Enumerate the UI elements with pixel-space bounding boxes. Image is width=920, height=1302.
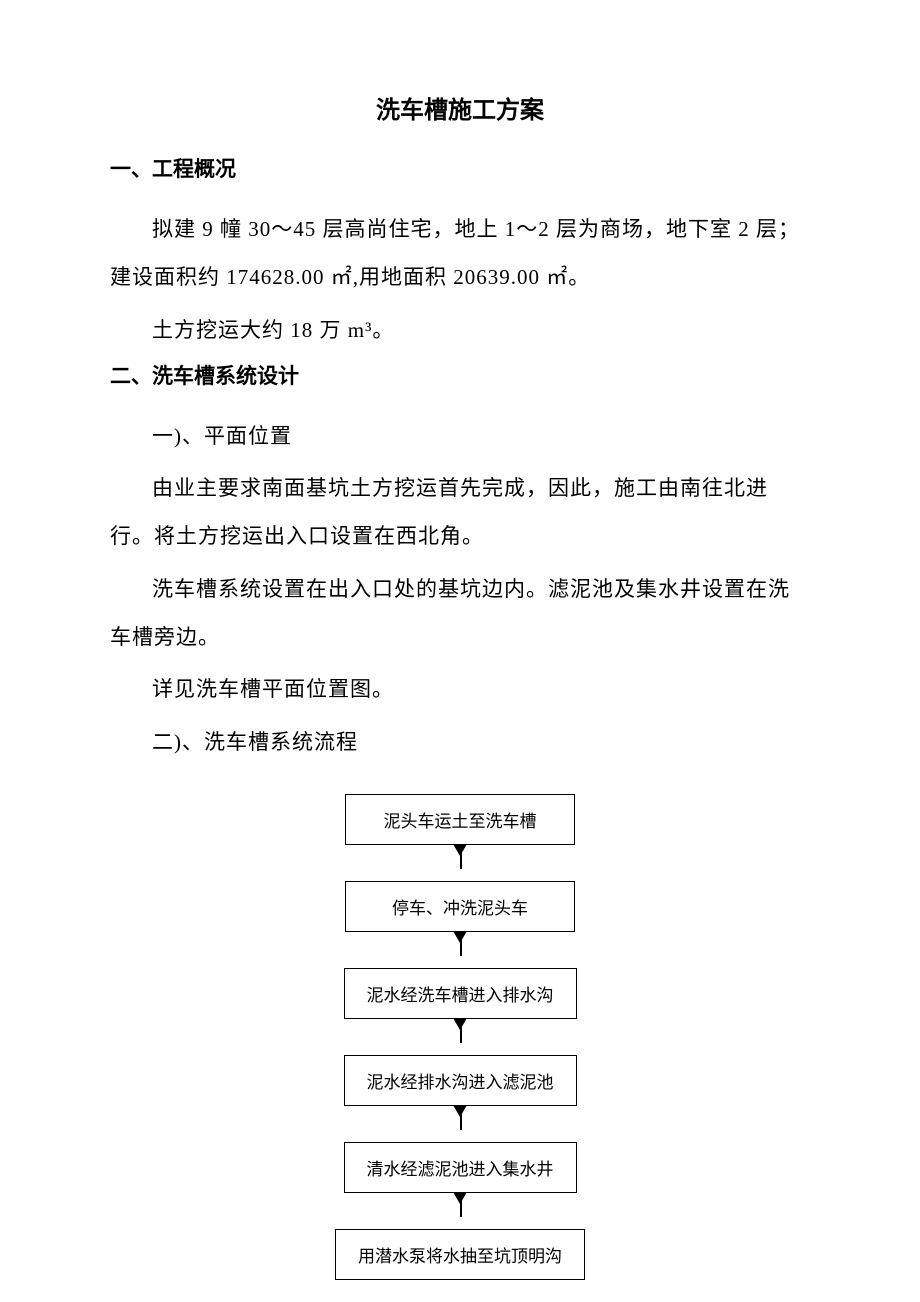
flow-node-4: 清水经滤泥池进入集水井 [344,1142,577,1193]
section-1-para-1: 拟建 9 幢 30～45 层高尚住宅，地上 1～2 层为商场，地下室 2 层；建… [110,205,810,302]
section-2-sub-2: 二)、洗车槽系统流程 [110,718,810,766]
flow-node-3: 泥水经排水沟进入滤泥池 [344,1055,577,1106]
flowchart: 泥头车运土至洗车槽 停车、冲洗泥头车 泥水经洗车槽进入排水沟 泥水经排水沟进入滤… [110,794,810,1280]
section-2-para-1: 由业主要求南面基坑土方挖运首先完成，因此，施工由南往北进行。将土方挖运出入口设置… [110,464,810,561]
section-2-para-3: 详见洗车槽平面位置图。 [110,665,810,713]
document-title: 洗车槽施工方案 [110,90,810,125]
section-2-heading: 二、洗车槽系统设计 [110,360,810,390]
section-1-heading: 一、工程概况 [110,153,810,183]
section-2-para-2: 洗车槽系统设置在出入口处的基坑边内。滤泥池及集水井设置在洗车槽旁边。 [110,565,810,662]
flow-node-5: 用潜水泵将水抽至坑顶明沟 [335,1229,585,1280]
flow-node-0: 泥头车运土至洗车槽 [345,794,575,845]
section-1-para-2: 土方挖运大约 18 万 m³。 [110,306,810,354]
flow-node-1: 停车、冲洗泥头车 [345,881,575,932]
section-2-sub-1: 一)、平面位置 [110,412,810,460]
flow-node-2: 泥水经洗车槽进入排水沟 [344,968,577,1019]
